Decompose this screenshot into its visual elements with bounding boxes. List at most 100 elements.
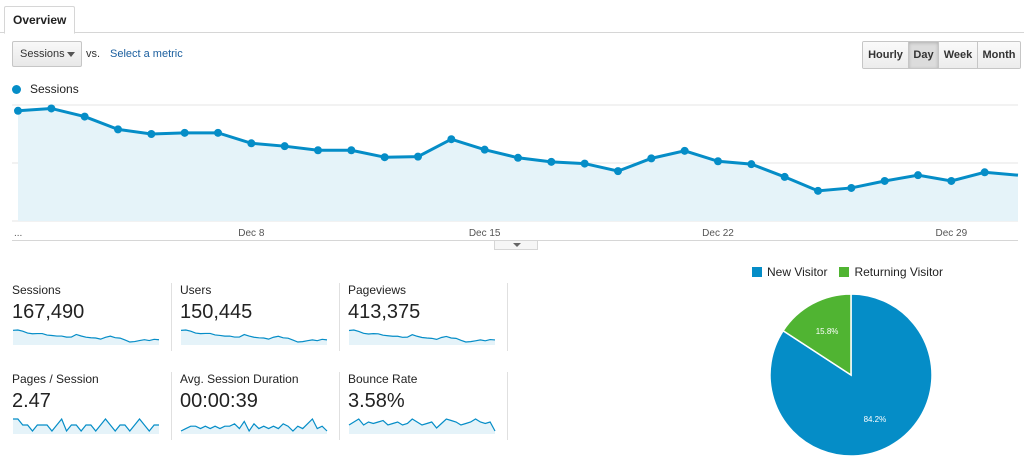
metric-divider: [171, 283, 172, 351]
sparkline-line: [180, 329, 328, 343]
data-point[interactable]: [514, 153, 522, 162]
data-point[interactable]: [580, 159, 589, 168]
data-point[interactable]: [980, 168, 989, 177]
month-button[interactable]: Month: [977, 42, 1020, 68]
data-point[interactable]: [114, 125, 122, 134]
data-point[interactable]: [714, 157, 722, 166]
sparkline-line: [348, 418, 496, 432]
sparkline-line: [12, 329, 160, 343]
metric-value: 3.58%: [348, 390, 405, 412]
x-tick-label: ...: [14, 228, 22, 239]
data-point[interactable]: [180, 128, 189, 137]
sparkline: [12, 329, 160, 345]
metric-label: Pages / Session: [12, 372, 99, 386]
data-point[interactable]: [314, 146, 322, 155]
data-point[interactable]: [880, 176, 889, 185]
sparkline-line: [180, 417, 328, 433]
data-point[interactable]: [280, 142, 289, 151]
metric-divider: [339, 372, 340, 440]
pie-slice-returning-visitor[interactable]: [782, 293, 852, 377]
select-metric-link[interactable]: Select a metric: [110, 48, 183, 60]
metric-value: 150,445: [180, 301, 253, 323]
tab-overview[interactable]: Overview: [4, 6, 76, 34]
sessions-legend-marker: [12, 84, 21, 94]
data-point[interactable]: [614, 167, 622, 176]
legend-returning-visitor[interactable]: Returning Visitor: [839, 265, 943, 279]
sparkline-area: [349, 419, 495, 434]
data-point[interactable]: [847, 183, 856, 192]
data-point[interactable]: [647, 154, 656, 163]
returning-visitor-label: Returning Visitor: [854, 265, 943, 279]
sparkline-line: [13, 417, 159, 433]
data-point[interactable]: [947, 176, 956, 185]
data-point[interactable]: [147, 130, 156, 138]
chart-divider: [12, 240, 1018, 241]
data-point[interactable]: [214, 128, 222, 137]
metric-value: 167,490: [12, 301, 85, 323]
data-point[interactable]: [380, 153, 389, 162]
data-point[interactable]: [914, 171, 922, 180]
sparkline: [13, 417, 159, 434]
data-point[interactable]: [680, 146, 689, 155]
sparkline-line: [348, 329, 496, 343]
metric-value: 2.47: [12, 390, 51, 412]
data-point[interactable]: [780, 172, 789, 181]
sparkline-area: [13, 419, 159, 434]
x-tick-label: Dec 15: [469, 228, 501, 239]
day-button[interactable]: Day: [908, 42, 938, 68]
sparkline-area: [181, 419, 327, 434]
metric-pages-per-session[interactable]: Pages / Session 2.47: [12, 372, 172, 442]
data-point[interactable]: [747, 160, 756, 169]
metric-sessions[interactable]: Sessions 167,490: [12, 283, 172, 353]
pie-legend: New Visitor Returning Visitor: [752, 265, 955, 279]
chart-legend: Sessions: [12, 82, 79, 96]
data-point[interactable]: [414, 152, 422, 161]
data-point[interactable]: [480, 145, 489, 154]
returning-visitor-swatch: [839, 267, 850, 277]
sparkline: [180, 329, 328, 345]
vs-label: vs.: [86, 48, 101, 60]
week-button[interactable]: Week: [938, 42, 977, 68]
data-point[interactable]: [347, 146, 356, 155]
metric-label: Pageviews: [348, 283, 407, 297]
new-visitor-swatch: [752, 267, 762, 277]
collapse-chart-toggle[interactable]: [494, 241, 538, 250]
metric-value: 00:00:39: [180, 390, 258, 412]
data-point[interactable]: [80, 112, 89, 121]
legend-new-visitor[interactable]: New Visitor: [752, 265, 827, 279]
metric-label: Bounce Rate: [348, 372, 418, 386]
metric-label: Avg. Session Duration: [180, 372, 299, 386]
x-tick-label: Dec 29: [935, 228, 967, 239]
data-point[interactable]: [814, 186, 822, 195]
metric-divider: [507, 283, 508, 351]
sparkline: [180, 417, 328, 434]
metric-avg-session-duration[interactable]: Avg. Session Duration 00:00:39: [180, 372, 340, 442]
metric-select[interactable]: Sessions: [12, 41, 82, 67]
sparkline: [348, 418, 496, 434]
metric-divider: [339, 283, 340, 351]
sparkline: [348, 329, 496, 345]
chevron-down-icon: [67, 52, 75, 57]
sessions-area: [18, 108, 1018, 221]
data-point[interactable]: [47, 104, 56, 113]
metric-value: 413,375: [348, 301, 421, 323]
data-point[interactable]: [247, 139, 256, 148]
hourly-button[interactable]: Hourly: [863, 42, 908, 68]
x-tick-label: Dec 8: [238, 228, 265, 239]
metric-users[interactable]: Users 150,445: [180, 283, 340, 353]
data-point[interactable]: [547, 157, 556, 166]
metric-divider: [171, 372, 172, 440]
pie-slice-label: 84.2%: [864, 415, 887, 424]
visitor-pie-chart: 84.2% 15.8%: [769, 293, 933, 456]
metric-select-value: Sessions: [20, 48, 65, 60]
metric-divider: [507, 372, 508, 440]
metric-pageviews[interactable]: Pageviews 413,375: [348, 283, 508, 353]
collapse-caret-icon: [513, 243, 521, 247]
new-visitor-label: New Visitor: [767, 265, 828, 279]
sessions-legend-label: Sessions: [30, 82, 79, 96]
metric-bounce-rate[interactable]: Bounce Rate 3.58%: [348, 372, 508, 442]
data-point[interactable]: [447, 135, 456, 144]
data-point[interactable]: [14, 106, 22, 115]
metric-label: Sessions: [12, 283, 61, 297]
